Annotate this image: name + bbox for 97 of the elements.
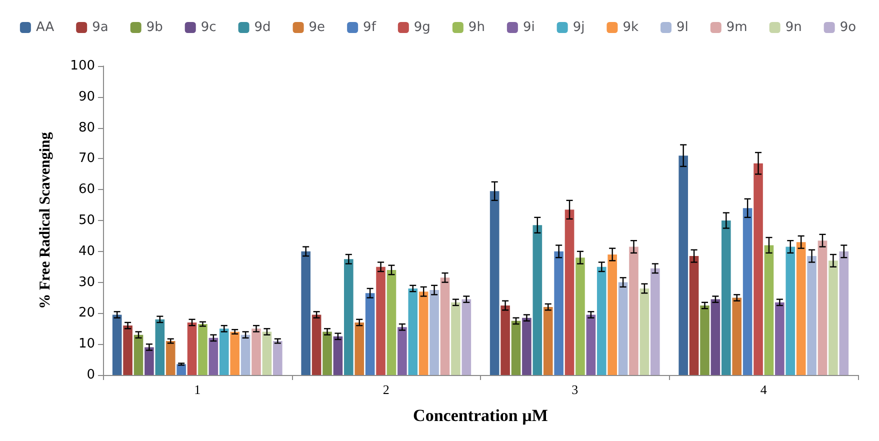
bar — [440, 278, 450, 375]
bar — [522, 318, 532, 375]
bar — [166, 341, 176, 375]
bar — [398, 327, 407, 375]
legend-label: AA — [36, 20, 54, 35]
bar — [490, 191, 500, 375]
legend-label: 9d — [254, 20, 271, 35]
bar — [344, 259, 354, 375]
bar — [700, 305, 710, 375]
y-axis-title: % Free Radical Scavenging — [38, 132, 54, 309]
bar — [828, 260, 838, 375]
legend-label: 9c — [200, 20, 216, 35]
bar — [430, 290, 439, 375]
bar — [500, 305, 510, 375]
y-tick-label: 10 — [78, 336, 95, 352]
y-tick-label: 40 — [78, 244, 95, 259]
bar — [219, 328, 229, 375]
bar — [796, 242, 806, 375]
bar — [576, 258, 585, 375]
bar — [418, 292, 428, 375]
bar — [564, 210, 574, 375]
y-tick-label: 30 — [78, 274, 95, 290]
bar — [408, 288, 418, 375]
bar — [543, 307, 553, 375]
y-tick-label: 0 — [86, 368, 95, 382]
legend-label: 9j — [572, 20, 585, 35]
bar — [462, 299, 472, 375]
x-tick-label: 4 — [760, 382, 768, 397]
bar — [376, 266, 386, 375]
bar — [710, 299, 720, 375]
bar — [640, 288, 650, 375]
bar — [754, 163, 763, 375]
bar — [134, 334, 144, 375]
legend-label: 9e — [308, 20, 326, 35]
x-tick-label: 1 — [194, 382, 201, 397]
bar — [155, 319, 165, 375]
legend-label: 9a — [92, 20, 108, 35]
bar — [240, 334, 250, 375]
y-tick-label: 80 — [78, 120, 95, 136]
legend-label: 9f — [363, 20, 376, 35]
bar — [365, 293, 375, 375]
legend-label: 9m — [726, 20, 748, 35]
bar — [312, 314, 322, 375]
bar — [112, 314, 122, 375]
bar — [322, 332, 332, 375]
bar — [123, 326, 132, 375]
bar — [532, 225, 542, 375]
bar — [176, 364, 186, 375]
bar — [451, 302, 460, 375]
y-tick-label: 70 — [78, 151, 95, 166]
bar — [596, 266, 606, 375]
bar — [678, 156, 688, 375]
bar — [650, 268, 660, 375]
bar — [764, 245, 774, 375]
bar — [386, 270, 396, 375]
bar — [722, 220, 731, 375]
bar — [807, 256, 816, 375]
legend-label: 9l — [676, 20, 688, 35]
x-tick-label: 2 — [382, 382, 390, 397]
legend-label: 9n — [785, 20, 802, 35]
legend-label: 9i — [522, 20, 535, 35]
bar — [786, 246, 796, 375]
y-tick-label: 90 — [78, 89, 95, 104]
bar — [689, 256, 699, 375]
bar — [354, 322, 364, 375]
bar — [618, 282, 628, 375]
legend-label: 9k — [622, 20, 639, 35]
bar — [839, 251, 849, 375]
bar — [554, 251, 564, 375]
bar — [208, 338, 218, 375]
bar — [333, 336, 343, 375]
bar — [252, 328, 261, 375]
y-tick-label: 100 — [70, 58, 95, 74]
bar — [732, 298, 742, 375]
legend-label: 9o — [840, 20, 856, 35]
bar — [301, 251, 310, 375]
y-tick-label: 50 — [78, 213, 95, 228]
bar — [511, 320, 521, 375]
bar — [144, 347, 154, 375]
bar — [775, 302, 784, 375]
bar — [818, 240, 828, 375]
legend-label: 9b — [146, 20, 163, 35]
x-axis-title: Concentration µM — [413, 406, 548, 425]
bar — [742, 208, 752, 375]
y-tick-label: 60 — [78, 182, 95, 198]
y-tick-label: 20 — [78, 306, 95, 321]
bar — [608, 254, 617, 375]
legend-label: 9h — [468, 20, 485, 35]
bar — [273, 341, 282, 375]
bar — [629, 246, 638, 375]
legend-label: 9g — [414, 20, 430, 35]
bar — [187, 322, 197, 375]
bar — [198, 324, 208, 375]
x-tick-label: 3 — [572, 382, 578, 397]
bar — [262, 332, 272, 375]
bar — [586, 314, 596, 375]
bar — [230, 332, 240, 375]
